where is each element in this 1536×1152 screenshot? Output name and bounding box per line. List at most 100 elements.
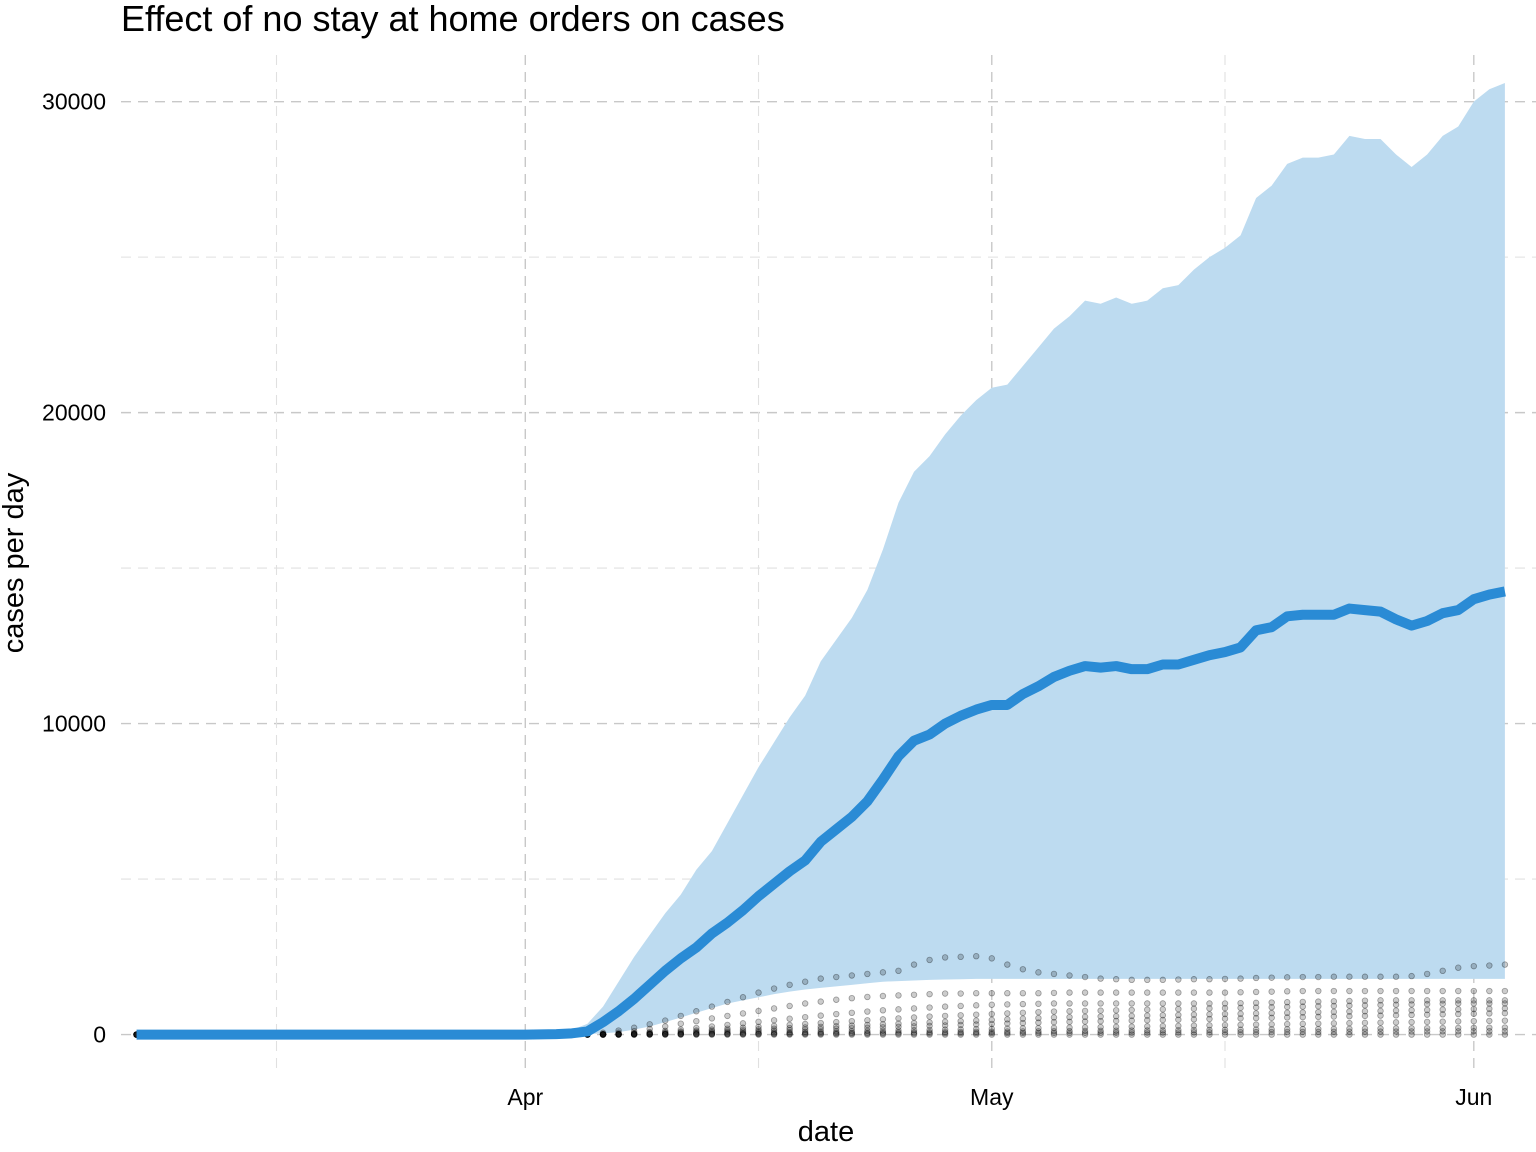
data-point bbox=[1066, 1024, 1073, 1031]
data-point bbox=[1361, 1028, 1369, 1035]
data-point bbox=[1268, 988, 1275, 995]
data-point bbox=[615, 1031, 622, 1038]
data-point bbox=[693, 1029, 700, 1037]
data-point bbox=[1470, 987, 1477, 995]
data-point bbox=[1346, 1013, 1353, 1020]
data-point bbox=[1144, 1027, 1151, 1034]
median-line bbox=[136, 586, 1506, 1040]
data-point bbox=[786, 1028, 793, 1036]
data-point bbox=[1066, 989, 1073, 996]
x-tick-label: May bbox=[970, 1084, 1014, 1110]
data-point bbox=[941, 1026, 949, 1033]
data-point bbox=[926, 1022, 933, 1030]
data-point bbox=[957, 1018, 964, 1025]
data-point bbox=[739, 1020, 747, 1027]
data-point bbox=[1159, 1012, 1167, 1019]
data-point bbox=[646, 1029, 653, 1037]
data-point bbox=[1392, 1028, 1400, 1035]
data-point bbox=[1128, 1031, 1135, 1038]
data-point bbox=[801, 1029, 809, 1037]
data-point bbox=[1284, 974, 1291, 981]
data-point bbox=[1330, 973, 1338, 980]
data-point bbox=[833, 1029, 840, 1037]
data-point bbox=[1175, 1031, 1182, 1038]
data-point bbox=[1035, 1031, 1042, 1038]
data-point bbox=[755, 1030, 762, 1038]
data-point bbox=[879, 1021, 887, 1028]
data-point bbox=[1144, 1017, 1151, 1024]
data-point bbox=[1035, 969, 1042, 976]
data-point bbox=[662, 1031, 669, 1038]
data-point bbox=[677, 1031, 684, 1038]
data-point bbox=[724, 1027, 731, 1034]
data-point bbox=[1423, 1028, 1431, 1035]
data-point bbox=[1097, 1027, 1104, 1034]
data-point bbox=[864, 993, 871, 1001]
data-point bbox=[1315, 973, 1322, 981]
data-point bbox=[662, 1023, 669, 1030]
data-point bbox=[1206, 1005, 1213, 1012]
data-point bbox=[1175, 1029, 1182, 1036]
data-point bbox=[957, 953, 964, 961]
data-point bbox=[1486, 1000, 1493, 1007]
data-point bbox=[662, 1029, 669, 1037]
data-point bbox=[739, 1029, 747, 1037]
data-point bbox=[615, 1030, 622, 1038]
data-point bbox=[1330, 998, 1338, 1005]
data-point bbox=[693, 1030, 700, 1037]
data-point bbox=[910, 1029, 918, 1036]
data-point bbox=[646, 1031, 653, 1038]
data-point bbox=[817, 1031, 824, 1038]
data-point bbox=[1361, 1002, 1369, 1009]
data-point bbox=[864, 1008, 871, 1015]
data-point bbox=[848, 1018, 856, 1025]
data-point bbox=[1439, 1031, 1446, 1038]
data-point bbox=[1128, 1029, 1135, 1036]
data-point bbox=[1144, 1012, 1151, 1019]
data-point bbox=[864, 1031, 871, 1038]
data-point bbox=[599, 1031, 607, 1038]
data-point bbox=[1455, 1000, 1462, 1007]
data-point bbox=[1361, 1031, 1369, 1038]
data-point bbox=[1377, 1031, 1384, 1038]
data-point bbox=[1392, 1001, 1400, 1008]
data-point bbox=[1128, 1000, 1135, 1007]
data-point bbox=[1237, 1028, 1244, 1036]
data-point bbox=[833, 1030, 840, 1037]
x-axis-title: date bbox=[798, 1116, 854, 1148]
data-point bbox=[1004, 1025, 1011, 1032]
data-point bbox=[864, 1017, 871, 1024]
data-point bbox=[1004, 1029, 1011, 1037]
data-point bbox=[817, 1028, 824, 1035]
data-point bbox=[895, 992, 902, 999]
data-point bbox=[1486, 962, 1493, 969]
data-point bbox=[1315, 1008, 1322, 1016]
data-point bbox=[957, 990, 964, 997]
data-point bbox=[1439, 997, 1446, 1004]
data-point bbox=[910, 1019, 918, 1027]
data-point bbox=[1175, 1005, 1182, 1013]
data-point bbox=[1050, 1000, 1058, 1007]
data-point bbox=[973, 990, 980, 997]
data-point bbox=[1486, 1027, 1493, 1035]
data-point bbox=[1159, 1029, 1167, 1036]
data-point bbox=[941, 1012, 949, 1020]
data-point bbox=[724, 1031, 731, 1038]
data-point bbox=[1112, 1029, 1120, 1036]
data-point bbox=[988, 1001, 995, 1008]
data-point bbox=[1299, 973, 1306, 981]
data-point bbox=[1004, 1020, 1011, 1027]
data-point bbox=[708, 1026, 716, 1033]
data-point bbox=[662, 1031, 669, 1038]
data-point bbox=[1190, 989, 1198, 996]
data-point bbox=[988, 1028, 995, 1035]
data-point bbox=[1284, 1028, 1291, 1036]
data-point bbox=[1346, 1028, 1353, 1035]
data-point bbox=[662, 1017, 669, 1024]
data-point bbox=[1455, 987, 1462, 995]
data-point bbox=[1206, 1015, 1213, 1023]
data-point bbox=[630, 1029, 638, 1037]
data-point bbox=[1144, 1006, 1151, 1013]
data-point bbox=[708, 1030, 716, 1038]
data-point bbox=[630, 1030, 638, 1038]
